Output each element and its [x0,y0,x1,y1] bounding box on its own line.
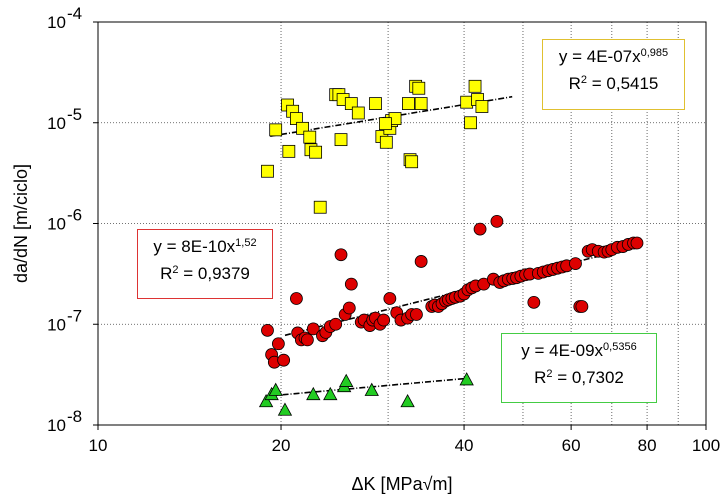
equation-text: y = 4E-07x [558,47,641,66]
r2-exponent: 2 [546,368,553,380]
triangle-point [323,386,338,401]
circle-point [575,300,589,313]
circle-point [377,313,391,327]
x-tick-label: 100 [692,436,720,455]
circle-point [290,292,303,305]
y-tick-exponent: -4 [67,4,82,23]
y-tick-exponent: -8 [67,407,82,426]
square-point [405,155,419,169]
square-point [303,130,317,144]
circle-point [569,257,582,270]
r2-label: R [568,74,581,93]
square-point [282,144,296,158]
r2-exponent: 2 [580,74,588,86]
green-equation-box: y = 4E-09x0,5356 R2 = 0,7302 [501,333,657,403]
square-point [351,106,365,120]
square-point [412,81,426,95]
square-point [460,95,474,109]
y-tick-exponent: -7 [67,306,82,325]
equation-text: y = 4E-09x [521,341,604,360]
data-points [258,79,644,416]
y-tick-exponent: -5 [67,105,82,124]
circle-point [334,248,348,262]
circle-point [344,277,358,291]
square-point [379,117,392,131]
triangle-point [339,373,354,387]
x-tick-label: 60 [562,436,581,455]
r2-label: R [160,264,173,283]
square-point [379,135,393,149]
circle-point [383,292,397,305]
square-point [309,145,323,159]
circle-point [414,255,428,268]
circle-point [527,295,541,309]
circle-point [271,337,285,351]
square-point [369,97,382,110]
r2-value: = 0,5415 [587,74,659,93]
x-tick-label: 10 [89,436,108,455]
square-point [334,133,348,147]
triangle-point [277,402,293,416]
y-tick-label: 10 [47,416,66,435]
y-tick-label: 10 [47,114,66,133]
triangle-point [400,393,415,408]
circle-point [329,317,343,331]
x-tick-label: 40 [455,436,474,455]
circle-point [261,323,274,337]
triangle-point [364,382,379,396]
square-point [269,123,283,137]
x-tick-label: 20 [272,436,291,455]
yellow-equation-box: y = 4E-07x0,985 R2 = 0,5415 [542,39,685,110]
equation-exponent: 0,985 [640,47,669,59]
r2-value: = 0,7302 [552,368,624,387]
square-point [475,100,489,113]
triangle-point [268,382,283,396]
equation-exponent: 1,52 [235,237,257,249]
y-tick-exponent: -6 [67,206,82,225]
square-point [414,97,428,110]
square-point [313,200,327,214]
circle-point [342,301,356,315]
square-point [402,97,415,110]
triangle-point [459,372,474,386]
red-equation-box: y = 8E-10x1,52 R2 = 0,9379 [137,229,273,299]
x-tick-label: 80 [638,436,657,455]
y-axis-label: da/dN [m/ciclo] [11,164,31,283]
circle-point [473,222,487,236]
circle-point [630,236,644,250]
equation-exponent: 0,5356 [603,341,637,353]
triangle-point [306,386,321,401]
x-axis-label: ΔK [MPa√m] [352,474,453,494]
r2-value: = 0,9379 [178,264,250,283]
r2-exponent: 2 [172,264,179,276]
y-tick-label: 10 [47,215,66,234]
square-point [468,79,482,93]
circle-point [490,214,504,228]
square-point [261,164,274,178]
square-point [344,97,358,110]
circle-point [277,353,291,367]
circle-point [410,308,423,321]
circle-point [306,322,320,336]
triangle-point [258,393,274,408]
y-tick-label: 10 [47,13,66,32]
r2-label: R [534,368,547,387]
equation-text: y = 8E-10x [153,237,236,256]
circle-point [300,333,314,347]
square-point [464,116,477,130]
y-tick-label: 10 [47,315,66,334]
